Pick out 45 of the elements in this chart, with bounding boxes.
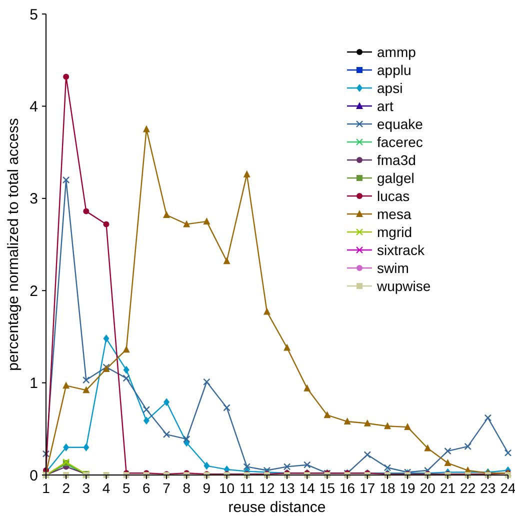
- legend-label: mesa: [377, 206, 412, 222]
- x-tick-label: 14: [299, 480, 316, 496]
- legend-label: swim: [377, 260, 409, 276]
- x-tick-label: 6: [142, 480, 151, 496]
- x-tick-label: 17: [360, 480, 376, 496]
- legend-label: apsi: [377, 80, 403, 96]
- legend-label: lucas: [377, 188, 410, 204]
- legend-label: art: [377, 98, 394, 114]
- x-tick-label: 13: [279, 480, 296, 496]
- y-axis-title: percentage normalized to total access: [5, 118, 22, 371]
- x-tick-label: 2: [62, 480, 70, 496]
- legend-label: mgrid: [377, 224, 412, 240]
- x-tick-label: 23: [480, 480, 496, 496]
- x-tick-label: 4: [102, 480, 110, 496]
- x-tick-label: 16: [340, 480, 356, 496]
- y-tick-label: 4: [30, 98, 38, 116]
- x-tick-label: 18: [380, 480, 396, 496]
- legend-label: galgel: [377, 170, 414, 186]
- x-tick-label: 20: [420, 480, 436, 496]
- x-tick-label: 7: [162, 480, 171, 496]
- y-tick-label: 0: [30, 467, 38, 484]
- x-tick-label: 21: [440, 480, 456, 496]
- legend-label: equake: [377, 116, 424, 132]
- legend-label: ammp: [377, 44, 416, 60]
- x-tick-label: 1: [42, 480, 50, 496]
- legend-label: wupwise: [376, 278, 431, 294]
- x-tick-label: 11: [240, 480, 254, 496]
- x-tick-label: 12: [259, 480, 275, 496]
- x-tick-label: 8: [182, 480, 191, 496]
- x-tick-label: 10: [218, 480, 235, 496]
- legend-label: sixtrack: [377, 242, 426, 258]
- x-tick-label: 19: [400, 480, 416, 496]
- y-tick-label: 1: [30, 375, 38, 392]
- x-axis-title: reuse distance: [228, 499, 326, 516]
- x-tick-label: 3: [82, 480, 90, 496]
- x-tick-label: 22: [460, 480, 476, 496]
- x-tick-label: 9: [202, 480, 211, 496]
- x-tick-label: 5: [122, 480, 130, 496]
- legend-label: facerec: [377, 134, 423, 150]
- y-tick-label: 2: [30, 282, 38, 300]
- legend-label: fma3d: [377, 152, 416, 168]
- legend-label: applu: [377, 62, 412, 78]
- x-tick-label: 15: [319, 480, 336, 496]
- y-tick-label: 3: [30, 190, 38, 208]
- y-tick-label: 5: [30, 6, 38, 24]
